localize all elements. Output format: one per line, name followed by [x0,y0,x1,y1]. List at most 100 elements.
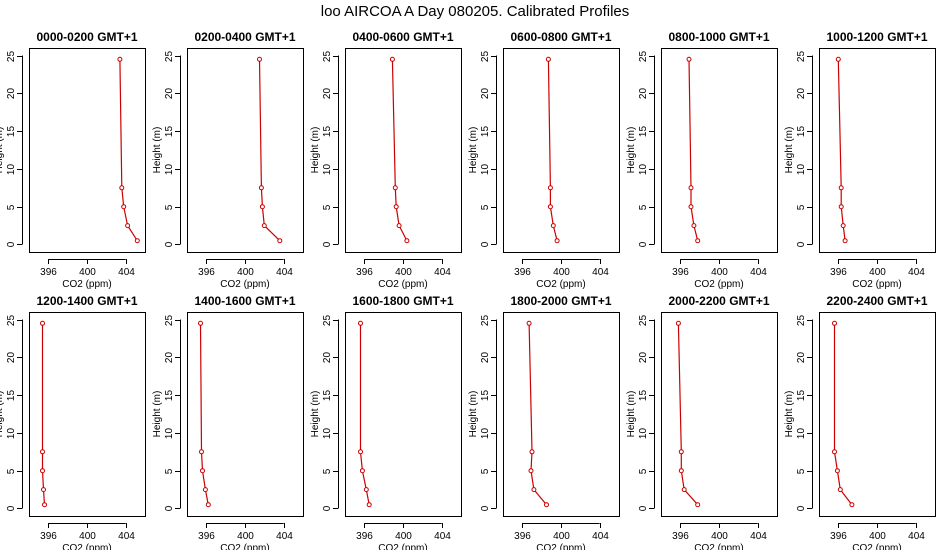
data-point [40,449,45,455]
data-point [359,468,365,474]
y-axis-label: Height (m) [626,127,637,174]
panel: 1200-1400 GMT+1 396 400 404 CO2 (ppm) 0 5 10 15 2… [0,294,146,550]
plot-frame [661,48,778,253]
profile-line [359,323,370,505]
x-axis-label: CO2 (ppm) [220,279,269,290]
data-point [121,204,127,210]
panel-title: 1000-1200 GMT+1 [826,30,927,44]
y-axis-label: Height (m) [310,391,321,438]
data-point [259,204,265,210]
y-tick-label: 25 [322,51,333,63]
y-tick-label: 25 [6,51,17,63]
y-tick-label: 20 [164,352,175,364]
data-point [675,320,681,326]
data-point [838,204,844,210]
panel: 1600-1800 GMT+1 396 400 404 CO2 (ppm) 0 5 10 15 2… [310,294,462,550]
data-point [550,223,556,229]
x-axis-label: CO2 (ppm) [378,543,427,550]
data-point [117,56,123,62]
y-tick-label: 0 [164,241,175,247]
x-tick-label: 400 [711,267,728,278]
x-tick-label: 400 [237,531,254,542]
data-point [41,487,46,493]
data-point [205,502,211,508]
panel-title: 1200-1400 GMT+1 [36,294,137,308]
y-axis-label: Height (m) [0,391,5,438]
y-axis-label: Height (m) [784,127,795,174]
y-tick-label: 15 [322,390,333,402]
y-tick-label: 0 [638,505,649,511]
panel: 1400-1600 GMT+1 396 400 404 CO2 (ppm) 0 5 10 15 2… [152,294,304,550]
data-point [547,204,553,210]
data-point [261,223,267,229]
x-axis-label: CO2 (ppm) [536,279,585,290]
panel-title: 0200-0400 GMT+1 [194,30,295,44]
y-tick-label: 20 [6,352,17,364]
y-tick-label: 10 [164,428,175,440]
data-point [842,238,848,244]
y-tick-label: 0 [6,505,17,511]
data-point [554,238,560,244]
y-tick-label: 20 [322,352,333,364]
panel: 1000-1200 GMT+1 396 400 404 CO2 (ppm) 0 5 10 15 2… [784,30,936,290]
x-tick-label: 400 [553,531,570,542]
data-point [695,502,701,508]
x-tick-label: 396 [40,531,57,542]
panel-title: 1600-1800 GMT+1 [352,294,453,308]
data-point [686,56,692,62]
data-point [688,185,694,191]
data-point [40,468,45,474]
y-tick-label: 5 [796,468,807,474]
data-point [688,204,694,210]
plot-frame [345,312,462,517]
x-tick-label: 400 [237,267,254,278]
x-tick-label: 400 [711,531,728,542]
x-axis-label: CO2 (ppm) [378,279,427,290]
y-axis-label: Height (m) [468,127,479,174]
x-tick-label: 404 [592,267,609,278]
y-tick-label: 25 [480,51,491,63]
data-point [526,320,532,326]
x-tick-label: 404 [118,267,135,278]
y-tick-label: 5 [322,468,333,474]
x-tick-label: 396 [830,267,847,278]
profile-line [547,59,558,241]
y-tick-label: 5 [480,468,491,474]
profile-line [41,323,46,505]
y-tick-label: 15 [638,126,649,138]
y-tick-label: 5 [638,468,649,474]
plot-frame [503,312,620,517]
y-tick-label: 10 [638,164,649,176]
y-tick-label: 15 [638,390,649,402]
x-tick-label: 404 [750,267,767,278]
y-tick-label: 25 [164,315,175,327]
y-tick-label: 25 [796,51,807,63]
x-axis-label: CO2 (ppm) [62,543,111,550]
y-tick-label: 25 [6,315,17,327]
panel-title: 0800-1000 GMT+1 [668,30,769,44]
profile-line [391,59,408,241]
data-point [42,502,47,508]
data-point [200,468,205,474]
data-point [544,502,549,508]
profile-line [688,59,699,241]
x-tick-label: 404 [434,531,451,542]
x-tick-label: 404 [908,267,925,278]
plot-frame [187,48,304,253]
x-tick-label: 396 [40,267,57,278]
y-tick-label: 0 [164,505,175,511]
data-point [125,223,131,229]
y-tick-label: 25 [480,315,491,327]
figure-title: loo AIRCOA A Day 080205. Calibrated Prof… [321,3,630,20]
y-tick-label: 25 [796,315,807,327]
y-tick-label: 15 [796,126,807,138]
y-tick-label: 0 [322,241,333,247]
data-point [363,487,369,493]
x-tick-label: 404 [118,531,135,542]
data-point [835,56,841,62]
x-tick-label: 400 [869,531,886,542]
y-tick-label: 20 [480,352,491,364]
plot-frame [503,48,620,253]
y-tick-label: 25 [638,51,649,63]
